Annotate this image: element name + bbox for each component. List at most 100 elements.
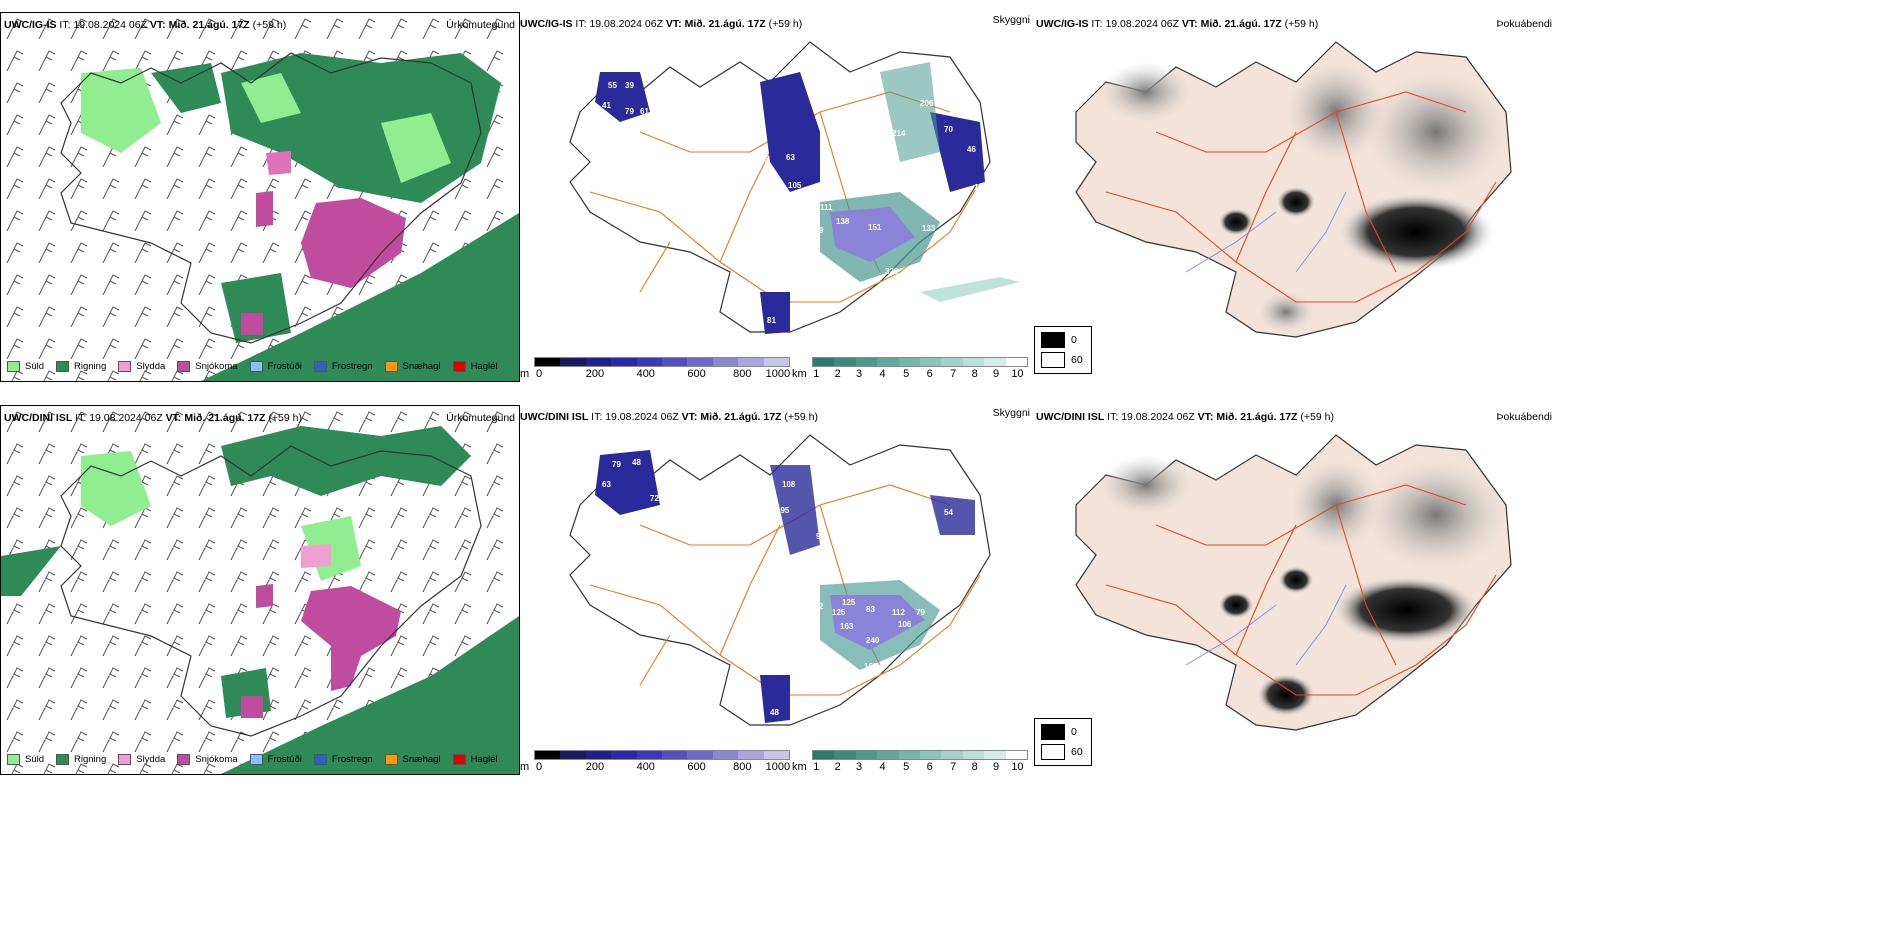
legend-label: Slydda <box>136 361 166 372</box>
cloud-value: 112 <box>892 608 905 617</box>
legend-label: Snjókoma <box>195 361 238 372</box>
legend-swatch <box>177 754 191 765</box>
tick-label: 1000 <box>765 761 791 773</box>
legend-item: Rigning <box>56 754 106 765</box>
cloud-value: 219 <box>872 303 886 312</box>
legend-item: Snæhagl <box>384 361 441 372</box>
panel-title: UWC/IG-IS IT: 19.08.2024 06Z VT: Mið. 21… <box>1036 18 1318 30</box>
precip-map-graphic <box>1 406 519 774</box>
legend-label: Frostúði <box>267 361 302 372</box>
tick-label: 0 <box>536 368 543 380</box>
legend-swatch <box>177 361 191 372</box>
cloud-value: 35 <box>770 339 779 348</box>
tick-label: 800 <box>733 368 752 380</box>
tick-label: 600 <box>687 368 706 380</box>
cloud-base-unit: m <box>520 368 530 380</box>
cloud-value: 66 <box>752 323 761 332</box>
tick-label: 5 <box>903 761 910 773</box>
visibility-colorbar <box>812 357 1028 367</box>
legend-label: Súld <box>25 754 45 765</box>
cloud-value: 63 <box>786 153 795 162</box>
cloud-value: 674 <box>930 167 944 176</box>
fog-swatch-dark <box>1041 332 1065 348</box>
tick-label: 4 <box>879 368 886 380</box>
fog-legend-value: 0 <box>1071 334 1077 346</box>
legend-item: Frostúði <box>249 361 302 372</box>
valid-time: Mið. 21.ágú. 17Z <box>684 18 766 30</box>
tick-label: 9 <box>992 761 1000 773</box>
cloud-visibility-map-panel-1: 55 39 41 79 61 63 95 105 115 63 109 111 … <box>520 12 1030 380</box>
legend-swatch <box>313 754 327 765</box>
legend-label: Súld <box>25 361 45 372</box>
cloud-value: 39 <box>625 81 634 90</box>
lead-time: (+59 h) <box>784 411 818 423</box>
cloud-value: 104 <box>720 608 734 617</box>
tick-label: 0 <box>536 761 543 773</box>
legend-label: Haglél <box>470 754 498 765</box>
tick-label: 5 <box>903 368 910 380</box>
lead-time: (+59 h) <box>268 412 302 424</box>
tick-label: 1 <box>813 368 820 380</box>
valid-time: Mið. 21.ágú. 17Z <box>184 412 266 424</box>
model-name: UWC/DINI ISL <box>520 411 589 423</box>
cloud-value: 63 <box>760 203 769 212</box>
tick-label: 6 <box>926 368 933 380</box>
model-name: UWC/DINI ISL <box>4 412 73 424</box>
legend-item: Frostregn <box>313 754 373 765</box>
model-name: UWC/IG-IS <box>1036 18 1089 30</box>
cloud-value: 81 <box>767 316 776 325</box>
init-time: 19.08.2024 06Z <box>605 411 679 423</box>
legend-item: Súld <box>7 754 44 765</box>
valid-label: VT: <box>1197 411 1214 423</box>
cloud-value: 79 <box>612 460 621 469</box>
cloud-value: 329 <box>885 267 899 276</box>
cloud-value: 214 <box>892 129 906 138</box>
tick-label: 3 <box>856 368 863 380</box>
legend-label: Frostregn <box>331 361 373 372</box>
legend-swatch <box>384 754 398 765</box>
valid-label: VT: <box>165 412 182 424</box>
cloud-base-values: 79 48 63 72 108 195 98 18 188 125 125 83… <box>602 458 953 717</box>
precip-type-map-panel-1: UWC/IG-IS IT: 19.08.2024 06Z VT: Mið. 21… <box>0 12 520 382</box>
fog-swatch-light <box>1041 744 1065 760</box>
init-label: IT: <box>575 18 587 30</box>
cloud-value: 55 <box>608 81 617 90</box>
legend-label: Rigning <box>74 754 107 765</box>
init-time: 19.08.2024 06Z <box>73 19 147 31</box>
fog-legend-value: 60 <box>1071 746 1083 758</box>
tick-label: 2 <box>834 368 841 380</box>
init-time: 19.08.2024 06Z <box>89 412 163 424</box>
tick-label: 800 <box>733 761 752 773</box>
valid-time: Mið. 21.ágú. 17Z <box>1200 18 1282 30</box>
cloud-value: 115 <box>768 188 781 197</box>
tick-label: 200 <box>585 761 605 773</box>
tick-label: 400 <box>636 761 655 773</box>
fog-swatch-dark <box>1041 724 1065 740</box>
cloud-base-values: 55 39 41 79 61 63 95 105 115 63 109 111 … <box>602 81 983 348</box>
cloud-value: 102 <box>766 596 780 605</box>
cloud-value: 279 <box>904 165 918 174</box>
cloud-base-unit: m <box>520 761 530 773</box>
legend-item: Súld <box>7 361 44 372</box>
legend-label: Rigning <box>74 361 107 372</box>
cloud-value: 163 <box>840 622 854 631</box>
cloud-value: 18 <box>836 532 845 541</box>
fog-index-label: Þokuábendi <box>1496 411 1552 423</box>
lead-time: (+59 h) <box>768 18 803 30</box>
cloud-map-graphic: 55 39 41 79 61 63 95 105 115 63 109 111 … <box>569 41 1020 348</box>
cloud-value: 188 <box>846 568 860 577</box>
tick-label: 7 <box>950 368 957 380</box>
visibility-colorbar <box>812 750 1028 760</box>
cloud-value: 72 <box>650 494 659 503</box>
legend-swatch <box>118 754 132 765</box>
precip-type-map-panel-2: UWC/DINI ISL IT: 19.08.2024 06Z VT: Mið.… <box>0 405 520 775</box>
legend-label: Snæhagl <box>402 361 441 372</box>
cloud-value: 240 <box>866 636 880 645</box>
valid-time: Mið. 21.ágú. 17Z <box>700 411 782 423</box>
legend-label: Haglél <box>470 361 498 372</box>
legend-swatch <box>7 754 20 765</box>
valid-time: Mið. 21.ágú. 17Z <box>168 19 250 31</box>
cloud-value: 206 <box>920 99 934 108</box>
init-label: IT: <box>1107 411 1119 423</box>
cloud-value: 125 <box>832 608 846 617</box>
